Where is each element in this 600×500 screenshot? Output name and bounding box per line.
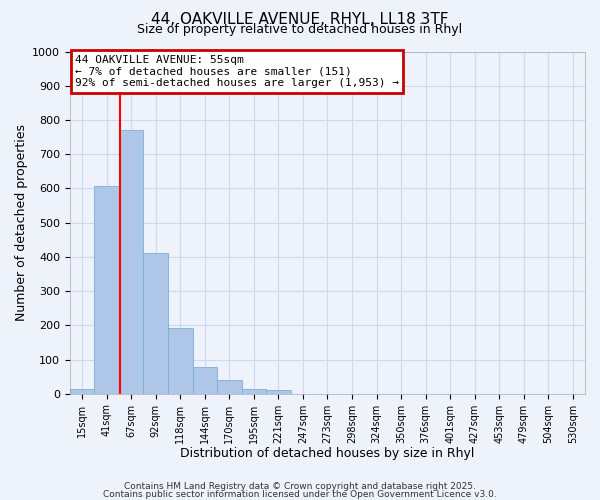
Y-axis label: Number of detached properties: Number of detached properties — [15, 124, 28, 321]
Text: Contains HM Land Registry data © Crown copyright and database right 2025.: Contains HM Land Registry data © Crown c… — [124, 482, 476, 491]
Text: 44, OAKVILLE AVENUE, RHYL, LL18 3TF: 44, OAKVILLE AVENUE, RHYL, LL18 3TF — [151, 12, 449, 28]
Bar — [168, 328, 193, 394]
Bar — [94, 186, 119, 394]
Text: 44 OAKVILLE AVENUE: 55sqm
← 7% of detached houses are smaller (151)
92% of semi-: 44 OAKVILLE AVENUE: 55sqm ← 7% of detach… — [75, 55, 399, 88]
X-axis label: Distribution of detached houses by size in Rhyl: Distribution of detached houses by size … — [180, 447, 475, 460]
Bar — [193, 367, 217, 394]
Bar — [70, 388, 94, 394]
Bar — [217, 380, 242, 394]
Bar — [266, 390, 290, 394]
Text: Size of property relative to detached houses in Rhyl: Size of property relative to detached ho… — [137, 22, 463, 36]
Bar — [242, 388, 266, 394]
Text: Contains public sector information licensed under the Open Government Licence v3: Contains public sector information licen… — [103, 490, 497, 499]
Bar — [143, 252, 168, 394]
Bar — [119, 130, 143, 394]
